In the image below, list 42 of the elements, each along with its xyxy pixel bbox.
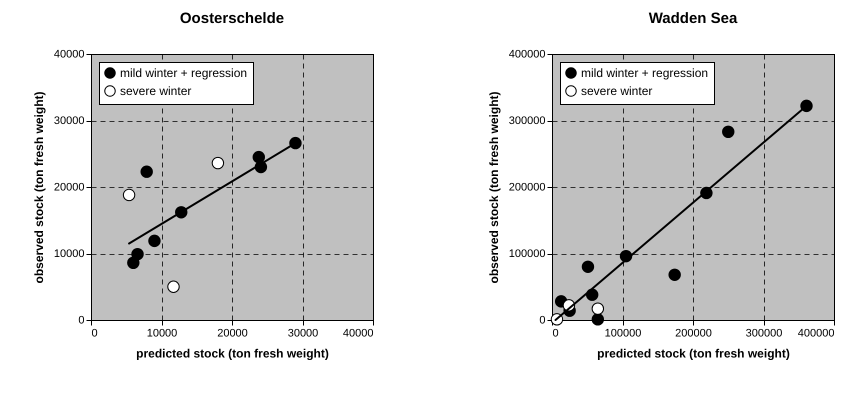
y-tick-label: 300000: [508, 115, 546, 127]
point: [140, 166, 153, 178]
legend-label: severe winter: [120, 84, 192, 98]
chart-title: Wadden Sea: [648, 10, 738, 27]
y-tick-label: 100000: [508, 248, 546, 260]
x-tick-label: 10000: [146, 328, 178, 340]
x-axis-title: predicted stock (ton fresh weight): [136, 346, 329, 360]
legend-label: mild winter + regression: [120, 66, 248, 80]
x-tick-label: 400000: [798, 328, 834, 340]
x-tick-label: 100000: [604, 328, 642, 340]
y-axis-title: observed stock (ton fresh weight): [486, 91, 501, 284]
point: [592, 313, 604, 326]
y-axis-title: observed stock (ton fresh weight): [32, 91, 46, 284]
point: [592, 302, 604, 315]
point: [167, 280, 180, 293]
point: [148, 234, 161, 248]
x-axis-title: predicted stock (ton fresh weight): [597, 346, 790, 360]
point: [122, 188, 136, 202]
x-tick-label: 30000: [288, 328, 318, 340]
point: [127, 256, 140, 269]
y-tick-label: 0: [539, 314, 546, 326]
y-tick-label: 200000: [508, 182, 546, 194]
point: [668, 268, 681, 281]
y-tick-label: 400000: [508, 48, 546, 60]
x-tick-label: 20000: [217, 328, 248, 340]
x-tick-label: 40000: [342, 328, 374, 340]
y-tick-label: 30000: [54, 115, 84, 127]
legend-label: severe winter: [581, 84, 652, 98]
point: [582, 260, 594, 273]
point: [212, 156, 224, 170]
y-tick-label: 0: [78, 314, 84, 326]
x-tick-label: 0: [552, 328, 559, 340]
x-tick-label: 300000: [746, 328, 782, 340]
point: [252, 150, 265, 164]
y-tick-label: 40000: [54, 48, 84, 60]
y-tick-label: 10000: [54, 248, 84, 260]
chart-title: Oosterschelde: [180, 10, 284, 27]
point: [722, 126, 734, 138]
legend-label: mild winter + regression: [581, 66, 708, 80]
y-tick-label: 20000: [54, 182, 84, 194]
x-tick-label: 0: [92, 328, 98, 340]
x-tick-label: 200000: [675, 328, 712, 340]
